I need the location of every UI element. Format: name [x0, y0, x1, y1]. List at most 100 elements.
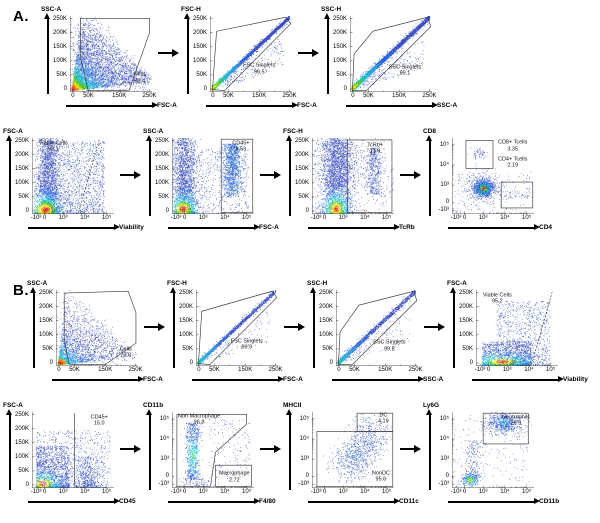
x-tick-labels: -10³ 0 10³ 10⁴ 10⁵: [451, 489, 534, 497]
x-tick-label: 10³: [502, 367, 512, 373]
y-tick-label: 100K: [52, 57, 67, 64]
y-tick-labels: -10³ 0 10³ 10⁴ 10⁵: [432, 138, 450, 214]
y-tick-label: 250K: [154, 137, 169, 144]
plot-canvas: [56, 290, 138, 366]
x-tick-labels: 0 50K 150K 250K: [70, 93, 156, 101]
y-tick-label: 150K: [458, 317, 473, 324]
x-axis-label: Viability: [119, 224, 144, 231]
flow-arrow-icon: [424, 280, 446, 388]
x-tick-labels: 0 50K 150K 250K: [56, 367, 142, 375]
y-axis-label: CD11b: [143, 402, 164, 409]
y-tick-label: 0: [445, 473, 449, 480]
x-tick-label: 0: [57, 367, 61, 373]
x-tick-label: 250K: [142, 93, 157, 99]
x-axis-label: SSC-A: [423, 376, 444, 383]
plot-canvas: [32, 412, 114, 488]
plot-row: FSC-A 250K 200K 150K 100K 50K 0 Viable Cells 98.…: [0, 128, 600, 236]
y-tick-labels: -10³ 0 10³ 10⁴ 10⁵: [152, 412, 170, 488]
y-tick-label: 250K: [332, 15, 347, 22]
y-tick-label: 100K: [294, 179, 309, 186]
plot-canvas: [336, 290, 418, 366]
y-axis-arrow-icon: [310, 287, 316, 368]
x-tick-label: 150K: [238, 367, 253, 373]
x-tick-label: -10³: [310, 489, 322, 495]
x-tick-label: 0: [211, 93, 215, 99]
y-axis-arrow-icon: [170, 287, 176, 368]
x-tick-label: 10⁴: [80, 489, 90, 495]
arrow-head: [298, 322, 305, 331]
x-tick-label: 250K: [422, 93, 437, 99]
y-tick-labels: 250K 200K 150K 100K 50K 0: [292, 138, 310, 214]
x-tick-label: 150K: [378, 367, 393, 373]
x-axis-label: FSC-A: [297, 102, 317, 109]
flow-plot-b-fsc-singlets: FSC-H 250K 200K 150K 100K 50K 0 FSC Singlets 99.…: [166, 280, 303, 388]
plot-canvas: [312, 138, 394, 214]
y-tick-label: 100K: [458, 331, 473, 338]
x-tick-label: -10³: [450, 215, 462, 221]
x-tick-label: 50K: [349, 367, 360, 373]
arrow-head: [414, 444, 421, 453]
y-axis-arrow-icon: [44, 13, 50, 94]
x-axis-label: CD11c: [399, 498, 419, 505]
y-tick-label: 150K: [38, 317, 53, 324]
y-tick-label: 10³: [160, 456, 169, 463]
arrow-head: [312, 48, 319, 57]
flow-arrow-icon: [120, 128, 142, 236]
flow-arrow-icon: [284, 280, 306, 388]
x-tick-label: 10⁵: [522, 215, 532, 221]
arrow-shaft: [120, 174, 135, 177]
y-tick-label: 0: [343, 85, 347, 92]
arrow-shaft: [284, 326, 299, 329]
y-tick-label: 10³: [440, 456, 449, 463]
x-axis-arrow-icon: [206, 102, 298, 108]
y-tick-label: 100K: [192, 57, 207, 64]
y-tick-label: 100K: [318, 331, 333, 338]
y-tick-label: 50K: [336, 71, 347, 78]
y-tick-label: 200K: [154, 151, 169, 158]
y-tick-labels: 250K 200K 150K 100K 50K 0: [36, 290, 54, 366]
x-tick-label: 10³: [338, 215, 348, 221]
x-axis-arrow-icon: [308, 498, 400, 504]
y-tick-label: 10⁴: [439, 435, 449, 442]
y-axis-label: FSC-H: [181, 6, 201, 13]
y-tick-label: 200K: [52, 29, 67, 36]
x-tick-label: 10⁵: [102, 489, 112, 495]
y-axis-arrow-icon: [6, 409, 12, 490]
flow-arrow-icon: [120, 402, 142, 510]
flow-arrow-icon: [260, 402, 282, 510]
y-axis-label: FSC-A: [447, 280, 467, 287]
x-tick-label: 10⁵: [522, 489, 532, 495]
arrow-head: [134, 170, 141, 179]
y-tick-label: 50K: [298, 193, 309, 200]
x-tick-label: 50K: [363, 93, 374, 99]
x-axis-label: FSC-A: [259, 224, 279, 231]
y-tick-labels: 250K 200K 150K 100K 50K 0: [190, 16, 208, 92]
x-tick-labels: 0 50K 150K 250K: [196, 367, 282, 375]
arrow-shaft: [158, 52, 173, 55]
x-tick-label: -10³: [30, 215, 42, 221]
flow-plot-b-viable: FSC-A 250K 200K 150K 100K 50K 0 Viable Cells 95.…: [446, 280, 588, 388]
y-tick-label: 100K: [38, 331, 53, 338]
y-tick-label: 10⁴: [159, 435, 169, 442]
y-tick-label: 50K: [56, 71, 67, 78]
flow-plot-a-tcrb: FSC-H 250K 200K 150K 100K 50K 0 TcRb+ 11.9 -10³ 0 1…: [282, 128, 415, 236]
y-tick-label: 150K: [178, 317, 193, 324]
y-axis-arrow-icon: [450, 287, 456, 368]
x-tick-label: 10⁵: [242, 215, 252, 221]
x-tick-labels: -10³ 0 10³ 10⁴ 10⁵: [310, 489, 394, 497]
y-tick-label: 0: [25, 481, 29, 488]
y-tick-label: 200K: [318, 303, 333, 310]
y-tick-label: 0: [305, 473, 309, 480]
x-tick-label: 0: [183, 489, 187, 495]
flow-plot-a-tcell-subsets: CD8 -10³ 0 10³ 10⁴ 10⁵ CD8+ Tcells 3.35 CD4+ Tce…: [422, 128, 552, 236]
x-tick-label: 10⁴: [500, 489, 510, 495]
y-tick-labels: 250K 200K 150K 100K 50K 0: [12, 138, 30, 214]
y-tick-label: 150K: [294, 165, 309, 172]
x-axis-label: CD11b: [539, 498, 560, 505]
y-tick-label: 10⁵: [159, 415, 169, 422]
x-tick-label: 150K: [112, 93, 127, 99]
x-tick-label: 0: [487, 367, 491, 373]
x-tick-label: 10⁴: [220, 489, 230, 495]
x-tick-labels: -10³ 0 10³ 10⁴ 10⁵: [311, 215, 394, 223]
x-axis-arrow-icon: [28, 498, 120, 504]
